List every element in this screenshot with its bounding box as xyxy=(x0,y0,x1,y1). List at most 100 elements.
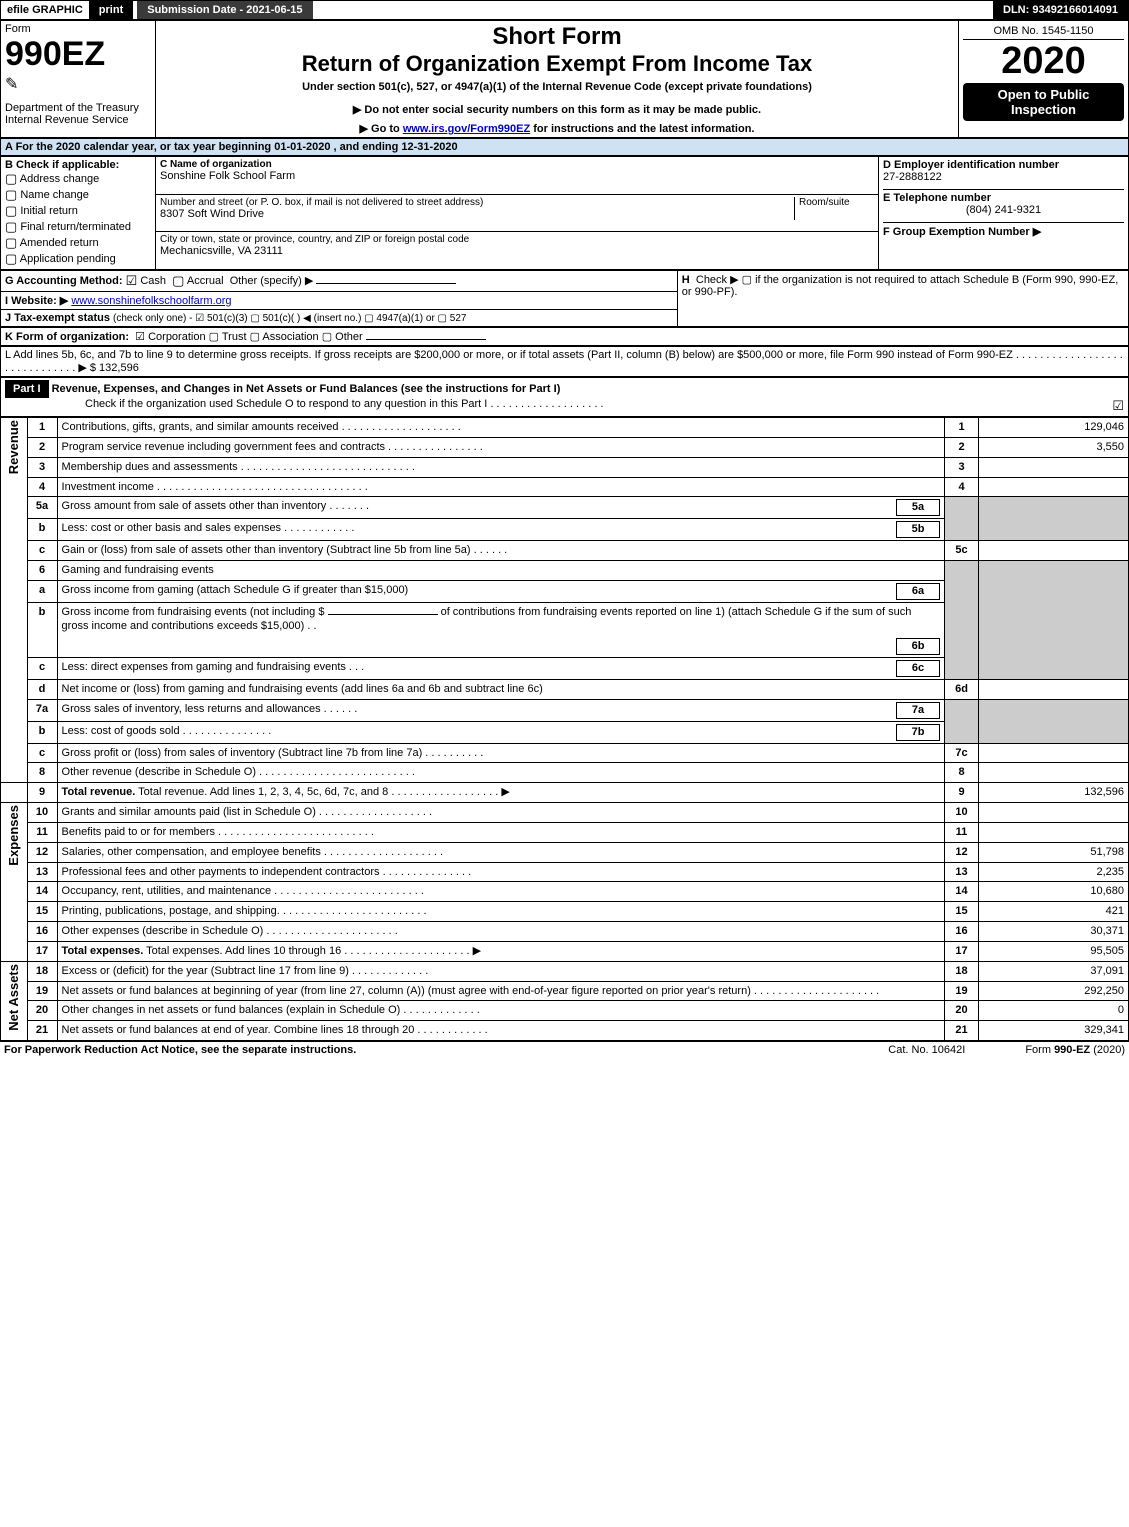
line-17-desc: Total expenses. Add lines 10 through 16 … xyxy=(146,945,481,957)
line-15-amt: 421 xyxy=(979,902,1129,922)
city-label: City or town, state or province, country… xyxy=(160,234,874,245)
line-2-desc: Program service revenue including govern… xyxy=(57,437,944,457)
line-12-amtnum: 12 xyxy=(945,842,979,862)
method-cash: Cash xyxy=(140,275,166,287)
line-19-amt: 292,250 xyxy=(979,981,1129,1001)
line-16-amt: 30,371 xyxy=(979,922,1129,942)
line-7b-cell: Less: cost of goods sold . . . . . . . .… xyxy=(57,721,944,743)
opt-initial-return[interactable]: ▢ Initial return xyxy=(5,203,151,219)
line-18-desc: Excess or (deficit) for the year (Subtra… xyxy=(57,961,944,981)
submission-date: Submission Date - 2021-06-15 xyxy=(137,1,312,19)
line-12-amt: 51,798 xyxy=(979,842,1129,862)
main-title: Return of Organization Exempt From Incom… xyxy=(160,51,954,77)
title-cell: Short Form Return of Organization Exempt… xyxy=(156,21,959,138)
line-5b-num: b xyxy=(27,519,57,541)
line-5c-amtnum: 5c xyxy=(945,541,979,561)
line-6-num: 6 xyxy=(27,560,57,580)
line-5a-desc: Gross amount from sale of assets other t… xyxy=(62,500,370,512)
print-button[interactable]: print xyxy=(89,1,133,19)
opt-amended-return[interactable]: ▢ Amended return xyxy=(5,235,151,251)
line-7ab-shade xyxy=(945,699,979,743)
lines-g-h: G Accounting Method: ☑ Cash ▢ Accrual Ot… xyxy=(0,270,1129,327)
line-8-amtnum: 8 xyxy=(945,763,979,783)
box-b: B Check if applicable: ▢ Address change … xyxy=(1,157,156,270)
line-i-label: I Website: ▶ xyxy=(5,295,68,307)
line-6c-num: c xyxy=(27,658,57,680)
line-18-amtnum: 18 xyxy=(945,961,979,981)
part1-checkbox[interactable]: ☑ xyxy=(1112,398,1124,414)
line-2-num: 2 xyxy=(27,437,57,457)
line-8-amt xyxy=(979,763,1129,783)
line-18-amt: 37,091 xyxy=(979,961,1129,981)
line-7c-num: c xyxy=(27,743,57,763)
footer-catno: Cat. No. 10642I xyxy=(888,1044,965,1056)
line-8-desc: Other revenue (describe in Schedule O) .… xyxy=(57,763,944,783)
line-19-amtnum: 19 xyxy=(945,981,979,1001)
line-16-desc: Other expenses (describe in Schedule O) … xyxy=(57,922,944,942)
entity-info-table: B Check if applicable: ▢ Address change … xyxy=(0,156,1129,270)
line-6d-amtnum: 6d xyxy=(945,679,979,699)
method-accrual: Accrual xyxy=(187,275,224,287)
website-link[interactable]: www.sonshinefolkschoolfarm.org xyxy=(71,295,231,307)
line-6c-sub: 6c xyxy=(896,660,940,677)
line-5b-cell: Less: cost or other basis and sales expe… xyxy=(57,519,944,541)
line-9-num: 9 xyxy=(27,783,57,803)
part1-title-row: Part I Revenue, Expenses, and Changes in… xyxy=(1,378,1129,417)
line-7ab-shade-val xyxy=(979,699,1129,743)
line-14-desc: Occupancy, rent, utilities, and maintena… xyxy=(57,882,944,902)
box-c-name-label: C Name of organization xyxy=(160,159,874,170)
box-b-label: B Check if applicable: xyxy=(5,159,151,171)
part1-title: Revenue, Expenses, and Changes in Net As… xyxy=(52,383,561,395)
opt-final-return[interactable]: ▢ Final return/terminated xyxy=(5,219,151,235)
line-21-amt: 329,341 xyxy=(979,1021,1129,1041)
opt-name-change[interactable]: ▢ Name change xyxy=(5,187,151,203)
line-12-desc: Salaries, other compensation, and employ… xyxy=(57,842,944,862)
street-address: 8307 Soft Wind Drive xyxy=(160,208,794,220)
line-6b-sub: 6b xyxy=(896,638,940,655)
line-5c-desc: Gain or (loss) from sale of assets other… xyxy=(57,541,944,561)
form-label: Form xyxy=(5,23,151,35)
line-7b-desc: Less: cost of goods sold . . . . . . . .… xyxy=(62,725,272,737)
room-label: Room/suite xyxy=(799,197,874,208)
opt-address-change[interactable]: ▢ Address change xyxy=(5,171,151,187)
line-k-table: K Form of organization: ☑ Corporation ▢ … xyxy=(0,327,1129,346)
phone-value: (804) 241-9321 xyxy=(883,204,1124,216)
dept-label: Department of the Treasury xyxy=(5,102,151,114)
line-21-amtnum: 21 xyxy=(945,1021,979,1041)
line-11-amt xyxy=(979,822,1129,842)
line-6a-cell: Gross income from gaming (attach Schedul… xyxy=(57,580,944,602)
city-value: Mechanicsville, VA 23111 xyxy=(160,245,874,257)
line-7a-cell: Gross sales of inventory, less returns a… xyxy=(57,699,944,721)
subtitle: Under section 501(c), 527, or 4947(a)(1)… xyxy=(160,81,954,93)
line-19-desc: Net assets or fund balances at beginning… xyxy=(57,981,944,1001)
right-id-block: D Employer identification number 27-2888… xyxy=(879,157,1129,270)
line-17-amt: 95,505 xyxy=(979,941,1129,961)
open-public-badge: Open to Public Inspection xyxy=(963,83,1124,121)
line-g-label: G Accounting Method: xyxy=(5,275,123,287)
box-e-label: E Telephone number xyxy=(883,189,1124,204)
irs-link[interactable]: www.irs.gov/Form990EZ xyxy=(403,123,530,135)
line-6-desc: Gaming and fundraising events xyxy=(57,560,944,580)
line-7a-desc: Gross sales of inventory, less returns a… xyxy=(62,703,358,715)
line-1-num: 1 xyxy=(27,418,57,438)
line-7b-sub: 7b xyxy=(896,724,940,741)
line-4-desc: Investment income . . . . . . . . . . . … xyxy=(57,477,944,497)
line-g: G Accounting Method: ☑ Cash ▢ Accrual Ot… xyxy=(1,271,678,292)
line-11-num: 11 xyxy=(27,822,57,842)
line-6c-cell: Less: direct expenses from gaming and fu… xyxy=(57,658,944,680)
line-6b-num: b xyxy=(27,602,57,658)
line-8-num: 8 xyxy=(27,763,57,783)
irs-label: Internal Revenue Service xyxy=(5,114,151,126)
line-1-amtnum: 1 xyxy=(945,418,979,438)
line-3-desc: Membership dues and assessments . . . . … xyxy=(57,457,944,477)
line-21-desc: Net assets or fund balances at end of ye… xyxy=(57,1021,944,1041)
line-5ab-shade xyxy=(945,497,979,541)
right-header-cell: OMB No. 1545-1150 2020 Open to Public In… xyxy=(959,21,1129,138)
opt-application-pending[interactable]: ▢ Application pending xyxy=(5,251,151,267)
ein-value: 27-2888122 xyxy=(883,171,1124,183)
line-5a-sub: 5a xyxy=(896,499,940,516)
line-6c-desc: Less: direct expenses from gaming and fu… xyxy=(62,661,365,673)
line-5b-desc: Less: cost or other basis and sales expe… xyxy=(62,522,355,534)
line-20-amt: 0 xyxy=(979,1001,1129,1021)
line-k: K Form of organization: ☑ Corporation ▢ … xyxy=(1,328,1129,346)
